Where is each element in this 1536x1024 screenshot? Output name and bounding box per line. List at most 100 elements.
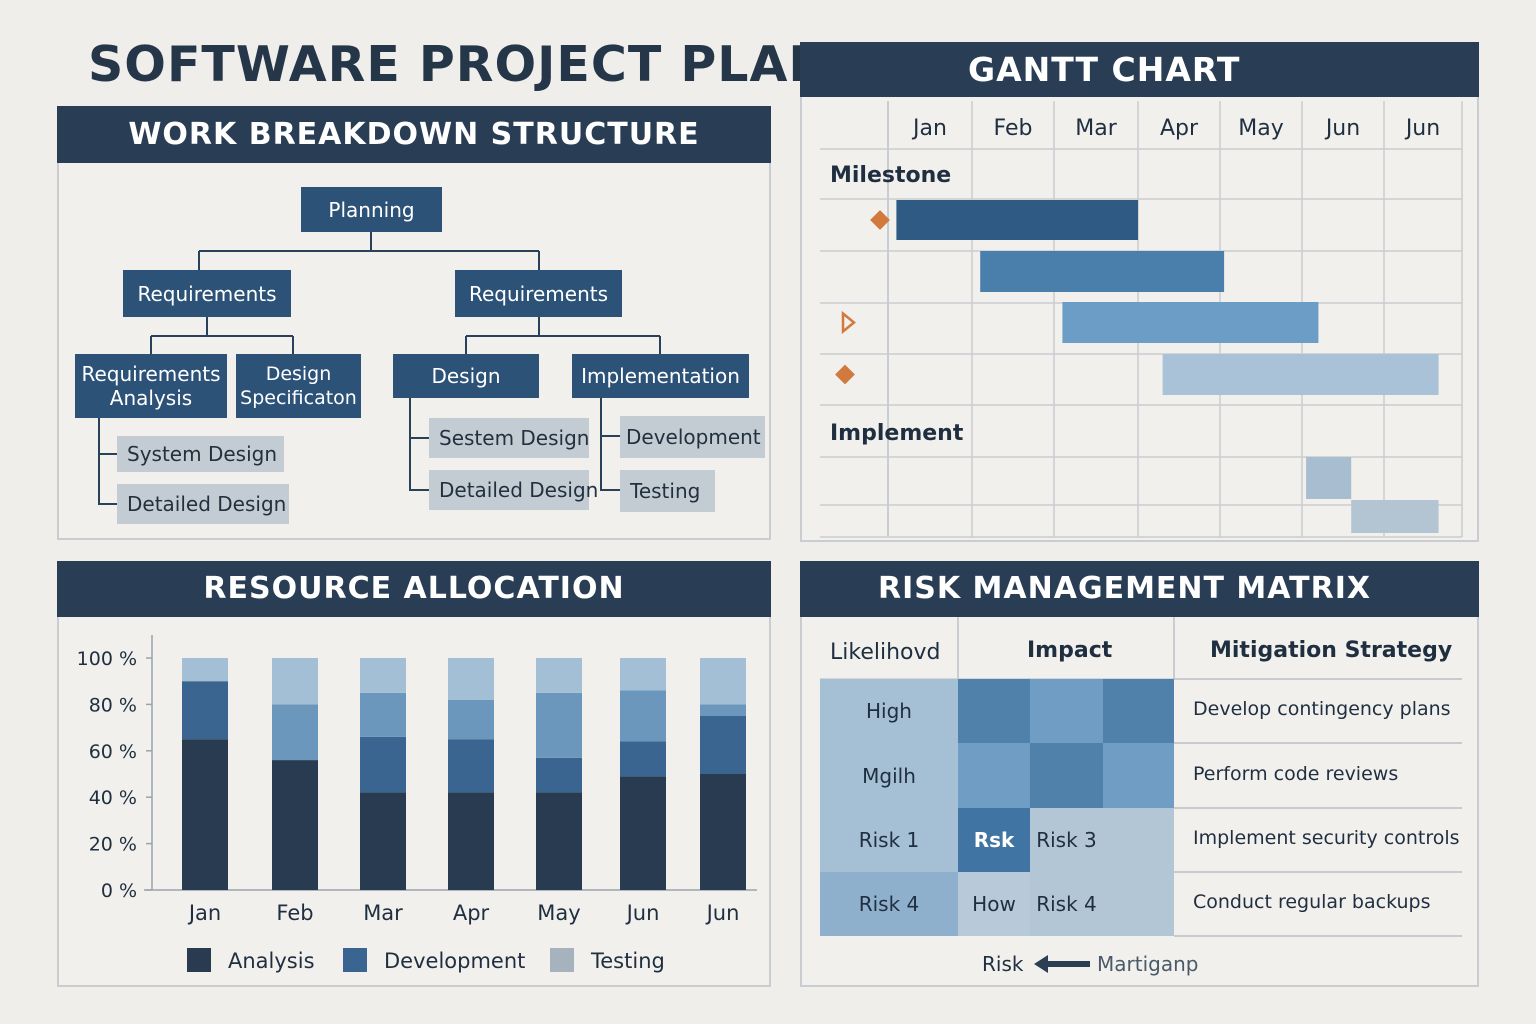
gantt-month-label: Jun	[1404, 116, 1440, 141]
stacked-bar-segment	[360, 692, 406, 737]
risk-matrix-cell[interactable]	[1103, 679, 1174, 743]
legend-label: Analysis	[228, 949, 315, 973]
wbs-design[interactable]: Design	[393, 354, 539, 398]
stacked-bar-segment	[700, 704, 746, 716]
risk-matrix-cell[interactable]: Risk 3	[1030, 808, 1103, 872]
milestone-triangle-icon	[841, 310, 856, 335]
risk-matrix-cell[interactable]	[1103, 743, 1174, 808]
wbs-root-planning[interactable]: Planning	[301, 187, 442, 232]
stacked-bar-segment	[620, 658, 666, 691]
risk-row-label: Mgilh	[820, 743, 958, 808]
risk-row-label: High	[820, 679, 958, 743]
gantt-row-label: Milestone	[830, 163, 951, 188]
risk-matrix-cell[interactable]	[1103, 872, 1174, 936]
risk-row-label: Risk 4	[820, 872, 958, 936]
risk-row-label: Risk 1	[820, 808, 958, 872]
stacked-bar-segment	[536, 692, 582, 758]
stacked-bar-segment	[448, 699, 494, 740]
milestone-diamond-icon	[870, 210, 890, 230]
gantt-header: GANTT CHART	[800, 42, 1479, 97]
stacked-bar-segment	[536, 658, 582, 693]
y-tick-label: 100 %	[77, 648, 137, 670]
risk-matrix-cell[interactable]	[1030, 679, 1103, 743]
wbs-leaf-sestem-design[interactable]: Sestem Design	[429, 418, 589, 458]
risk-footer-left: Risk	[982, 952, 1024, 976]
stacked-bar-segment	[448, 739, 494, 793]
wbs-design-specification-label: Design Specificaton	[240, 363, 357, 409]
risk-matrix-cell[interactable]	[1103, 808, 1174, 872]
stacked-bar-segment	[272, 658, 318, 705]
risk-matrix-cell[interactable]: Risk 4	[1030, 872, 1103, 936]
stacked-bar-segment	[536, 757, 582, 793]
wbs-leaf-system-design[interactable]: System Design	[117, 436, 284, 472]
gantt-task-bar	[980, 251, 1225, 292]
x-tick-label: Mar	[363, 901, 403, 925]
wbs-implementation[interactable]: Implementation	[572, 354, 749, 398]
stacked-bar-segment	[182, 739, 228, 890]
gantt-month-label: Jun	[1324, 116, 1360, 141]
risk-matrix-cell[interactable]	[958, 679, 1030, 743]
legend-swatch	[343, 948, 367, 972]
gantt-task-bar	[1162, 354, 1439, 395]
resource-header: RESOURCE ALLOCATION	[57, 561, 771, 617]
wbs-leaf-development[interactable]: Development	[620, 416, 765, 458]
stacked-bar-segment	[360, 736, 406, 793]
page-title: SOFTWARE PROJECT PLAN	[88, 36, 831, 93]
resource-chart: 0 % 20 % 40 % 60 % 80 % 100 % Jan Feb Mar Apr May J…	[77, 635, 757, 973]
wbs-requirements-analysis[interactable]: Requirements Analysis	[75, 354, 227, 418]
gantt-task-bar	[1062, 302, 1319, 343]
stacked-bar-segment	[360, 792, 406, 890]
wbs-requirements-analysis-label: Requirements Analysis	[81, 362, 221, 410]
gantt-chart: Jan Feb Mar Apr May Jun Jun Milestone Implement	[820, 101, 1463, 538]
y-tick-label: 20 %	[89, 834, 137, 856]
arrow-left-icon	[1034, 955, 1090, 973]
gantt-month-label: Mar	[1075, 116, 1117, 141]
risk-mitigation-strategy: Conduct regular backups	[1193, 891, 1431, 913]
risk-matrix-cell[interactable]	[1030, 743, 1103, 808]
x-tick-label: May	[537, 901, 580, 925]
stacked-bar-segment	[360, 658, 406, 693]
y-tick-label: 80 %	[89, 694, 137, 716]
gantt-task-bar	[1351, 500, 1439, 533]
wbs-leaf-detailed-design-left[interactable]: Detailed Design	[117, 484, 289, 524]
risk-mitigation-strategy: Perform code reviews	[1193, 762, 1399, 785]
wbs-right-requirements[interactable]: Requirements	[455, 270, 622, 317]
gantt-row-label: Implement	[830, 421, 964, 446]
gantt-month-label: Apr	[1160, 116, 1199, 141]
legend-swatch	[187, 948, 211, 972]
risk-col-likelihood: Likelihovd	[830, 639, 941, 665]
stacked-bar-segment	[182, 658, 228, 682]
legend-swatch	[550, 948, 574, 972]
gantt-month-label: Jan	[911, 116, 947, 141]
stacked-bar-segment	[448, 658, 494, 700]
risk-matrix-cell[interactable]: How	[958, 872, 1030, 936]
wbs-design-specification[interactable]: Design Specificaton	[236, 354, 361, 418]
gantt-task-bar	[1306, 457, 1352, 499]
wbs-leaf-testing[interactable]: Testing	[620, 470, 715, 512]
x-tick-label: Jun	[625, 901, 660, 925]
stacked-bar-segment	[536, 792, 582, 890]
stacked-bar-segment	[272, 760, 318, 890]
risk-col-impact: Impact	[1027, 637, 1113, 663]
stacked-bar-segment	[182, 681, 228, 740]
x-tick-label: Jun	[705, 901, 740, 925]
stacked-bar-segment	[448, 792, 494, 890]
legend-label: Testing	[590, 949, 665, 973]
risk-matrix-cell[interactable]: Rsk	[958, 808, 1030, 872]
y-tick-label: 40 %	[89, 787, 137, 809]
stacked-bar-segment	[620, 741, 666, 777]
risk-col-mitigation: Mitigation Strategy	[1210, 637, 1453, 663]
gantt-month-label: Feb	[994, 116, 1033, 141]
stacked-bar-segment	[700, 774, 746, 890]
x-tick-label: Apr	[453, 901, 490, 925]
risk-footer-right: Martiganp	[1097, 952, 1199, 976]
stacked-bar-segment	[272, 704, 318, 761]
wbs-leaf-detailed-design-right[interactable]: Detailed Design	[429, 470, 598, 510]
wbs-left-requirements[interactable]: Requirements	[123, 270, 291, 317]
stacked-bar-segment	[620, 690, 666, 742]
milestone-diamond-icon	[835, 364, 855, 385]
x-tick-label: Feb	[276, 901, 313, 925]
risk-matrix-cell[interactable]	[958, 743, 1030, 808]
stacked-bar-segment	[700, 658, 746, 705]
gantt-task-bar	[896, 200, 1138, 240]
